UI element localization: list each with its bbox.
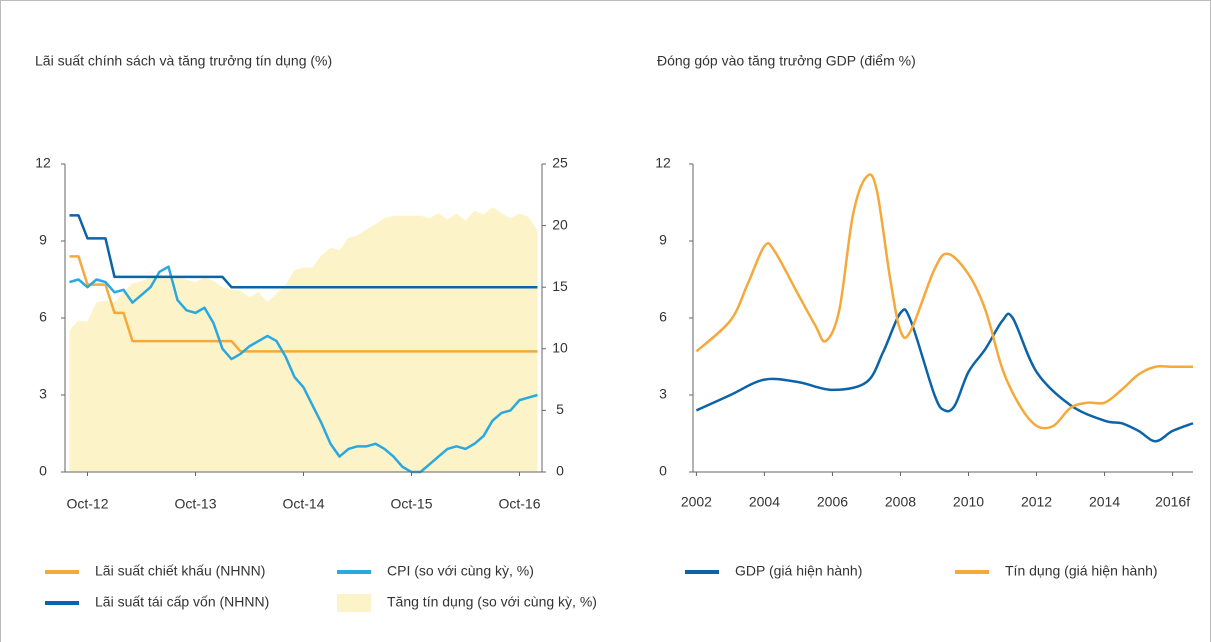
y-tick-label: 0: [39, 463, 47, 479]
chart-title: Đóng góp vào tăng trưởng GDP (điểm %): [657, 53, 916, 69]
y-tick-label: 9: [39, 232, 47, 248]
y2-tick-label: 0: [556, 463, 564, 479]
y-tick-label: 12: [655, 155, 671, 171]
x-tick-label: 2002: [681, 494, 712, 510]
y2-tick-label: 10: [552, 340, 568, 356]
y2-tick-label: 25: [552, 155, 568, 171]
y2-tick-label: 20: [552, 216, 568, 232]
y-tick-label: 3: [659, 386, 667, 402]
y-tick-label: 0: [659, 463, 667, 479]
x-tick-label: 2006: [817, 494, 848, 510]
chart-title: Lãi suất chính sách và tăng trưởng tín d…: [35, 53, 332, 69]
line: [69, 214, 538, 289]
y-tick-label: 3: [39, 386, 47, 402]
x-tick-label: Oct-14: [282, 496, 324, 512]
x-tick-label: 2012: [1021, 494, 1052, 510]
x-tick-label: Oct-16: [498, 496, 540, 512]
legend-label: Lãi suất tái cấp vốn (NHNN): [95, 594, 269, 610]
y2-tick-label: 15: [552, 278, 568, 294]
x-tick-label: 2016f: [1155, 494, 1190, 510]
x-tick-label: Oct-15: [390, 496, 432, 512]
y-tick-label: 6: [659, 309, 667, 325]
x-tick-label: Oct-12: [66, 496, 108, 512]
y2-tick-label: 5: [556, 401, 564, 417]
area: [69, 207, 538, 472]
line: [69, 265, 538, 474]
y-tick-label: 6: [39, 309, 47, 325]
legend-label: GDP (giá hiện hành): [735, 563, 862, 579]
x-tick-label: 2014: [1089, 494, 1120, 510]
x-tick-label: 2010: [953, 494, 984, 510]
x-tick-label: 2008: [885, 494, 916, 510]
y-tick-label: 9: [659, 232, 667, 248]
legend-label: Tăng tín dụng (so với cùng kỳ, %): [387, 594, 597, 610]
line: [69, 255, 538, 353]
legend-label: CPI (so với cùng kỳ, %): [387, 563, 534, 579]
line: [695, 173, 1193, 430]
legend-swatch: [337, 594, 371, 612]
legend-label: Tín dụng (giá hiện hành): [1005, 563, 1158, 579]
legend-label: Lãi suất chiết khấu (NHNN): [95, 563, 265, 579]
y-tick-label: 12: [35, 155, 51, 171]
x-tick-label: Oct-13: [174, 496, 216, 512]
x-tick-label: 2004: [749, 494, 780, 510]
line: [695, 308, 1194, 443]
